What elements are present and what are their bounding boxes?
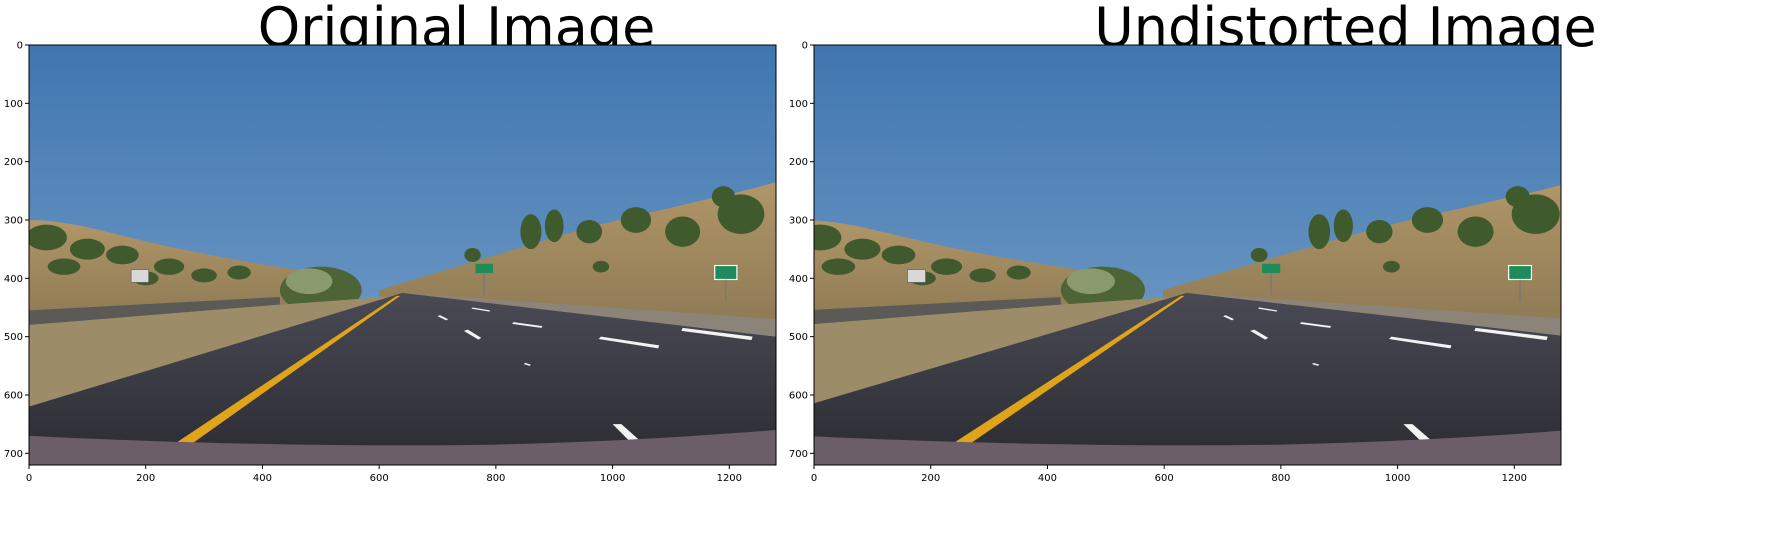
x-tick-label: 200 [921,473,940,484]
x-tick-label: 1000 [1385,473,1410,484]
x-tick-label: 600 [1155,473,1174,484]
x-tick-label: 1200 [717,473,742,484]
y-tick-label: 300 [789,216,808,227]
y-tick-label: 200 [789,157,808,168]
undistorted-image-frame [813,44,1562,466]
x-tick-label: 200 [136,473,155,484]
y-tick-label: 600 [4,391,23,402]
y-tick-label: 600 [789,391,808,402]
original-image-photo [29,45,776,465]
undistorted-image-axes: 0 200 400 600 800 1000 1200 0 100 200 300 400 500 600… [789,41,1562,485]
x-tick-label: 600 [370,473,389,484]
x-tick-label: 0 [26,473,32,484]
undistorted-image-ticks: 0 200 400 600 800 1000 1200 0 100 200 300 400 500 600… [789,41,1527,485]
y-tick-label: 100 [4,99,23,110]
original-image-ticks: 0 200 400 600 800 1000 1200 0 100 200 300 400 500 600… [4,41,742,485]
y-tick-label: 300 [4,216,23,227]
y-tick-label: 500 [4,332,23,343]
y-tick-label: 400 [4,274,23,285]
original-image-axes: 0 200 400 600 800 1000 1200 0 100 200 300 400 500 600… [4,41,777,485]
y-tick-label: 100 [789,99,808,110]
original-image-frame [28,44,777,466]
x-tick-label: 400 [1038,473,1057,484]
x-tick-label: 800 [486,473,505,484]
y-tick-label: 0 [17,41,23,52]
x-tick-label: 1200 [1502,473,1527,484]
x-tick-label: 400 [253,473,272,484]
y-tick-label: 500 [789,332,808,343]
y-tick-label: 400 [789,274,808,285]
x-tick-label: 1000 [600,473,625,484]
y-tick-label: 200 [4,157,23,168]
y-tick-label: 700 [4,449,23,460]
undistorted-image-photo [814,45,1561,465]
y-tick-label: 700 [789,449,808,460]
x-tick-label: 0 [811,473,817,484]
y-tick-label: 0 [802,41,808,52]
x-tick-label: 800 [1271,473,1290,484]
